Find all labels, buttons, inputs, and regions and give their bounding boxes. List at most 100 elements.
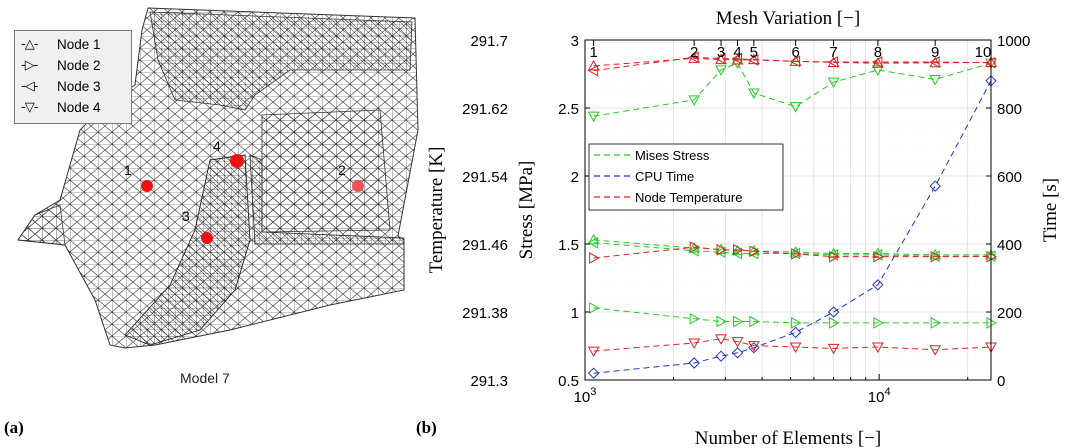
triangle-down-marker — [748, 88, 760, 100]
temperature-tick-label: 291.7 — [470, 33, 508, 50]
triangle-down-marker — [748, 341, 760, 352]
stress-tick-label: 1 — [571, 305, 579, 322]
stress-tick-label: 0.5 — [558, 373, 579, 390]
triangle-right-marker — [791, 317, 802, 329]
node-label-1: 1 — [124, 162, 132, 178]
node-4-point — [230, 154, 244, 168]
model-caption: Model 7 — [180, 370, 230, 386]
time-tick-label: 400 — [997, 237, 1022, 254]
triangle-left-marker — [587, 236, 599, 249]
triangle-right-marker — [749, 315, 760, 328]
triangle-left-marker — [871, 56, 883, 68]
series-temperature-8 — [587, 334, 997, 358]
triangle-right-icon: -▷- — [21, 58, 38, 73]
legend-node-2: -▷- Node 2 — [15, 56, 131, 76]
series-stress-3 — [587, 58, 997, 123]
triangle-right-marker — [873, 250, 884, 263]
diamond-marker — [929, 180, 941, 192]
triangle-left-marker — [731, 52, 743, 65]
triangle-right-marker — [689, 312, 701, 325]
legend-node-3-label: Node 3 — [57, 79, 101, 94]
triangle-left-marker — [929, 56, 940, 68]
triangle-right-marker — [873, 317, 884, 329]
node-3-point — [201, 232, 213, 244]
temperature-tick-label: 291.3 — [470, 373, 508, 390]
legend-node-4: -▽- Node 4 — [15, 98, 131, 118]
triangle-left-marker — [789, 55, 801, 68]
triangle-left-icon: -◁- — [21, 79, 38, 94]
triangle-down-marker — [731, 337, 744, 348]
triangle-right-marker — [716, 244, 728, 256]
plot-frame — [584, 39, 992, 381]
node-label-2: 2 — [338, 162, 346, 178]
legend-node-2-label: Node 2 — [57, 58, 101, 73]
triangle-down-marker — [715, 334, 727, 345]
top-tick-label: 10 — [975, 44, 992, 61]
triangle-up-icon: -△- — [21, 37, 38, 52]
triangle-down-marker — [688, 338, 701, 349]
time-tick-label: 1000 — [997, 33, 1030, 50]
diamond-marker — [688, 357, 700, 369]
triangle-down-marker — [688, 95, 701, 106]
diamond-marker — [731, 347, 744, 359]
triangle-down-marker — [827, 343, 840, 355]
triangle-up-marker — [587, 59, 600, 71]
triangle-right-marker — [589, 302, 600, 314]
triangle-left-marker — [827, 249, 839, 261]
time-tick-label: 600 — [997, 169, 1022, 186]
series-line — [593, 56, 992, 72]
series-line — [593, 338, 992, 352]
legend-label-temp: Node Temperature — [635, 190, 742, 205]
time-tick-label: 200 — [997, 305, 1022, 322]
legend-node-1: -△- Node 1 — [15, 35, 131, 55]
legend-node-1-label: Node 1 — [57, 37, 101, 52]
stress-tick-label: 3 — [571, 33, 579, 50]
node-2-point — [352, 180, 364, 192]
temperature-tick-label: 291.38 — [462, 305, 508, 322]
chart-series — [587, 51, 998, 379]
triangle-right-marker — [589, 252, 600, 264]
triangle-left-marker — [587, 64, 599, 77]
triangle-down-marker — [929, 345, 941, 356]
triangle-up-marker — [715, 53, 727, 65]
time-tick-label: 0 — [997, 373, 1005, 390]
series-stress-0 — [587, 233, 997, 260]
y-axis-label-temperature: Temperature [K] — [426, 147, 447, 274]
legend-node-3: -◁- Node 3 — [15, 77, 131, 97]
stress-tick-label: 1.5 — [558, 237, 579, 254]
temperature-tick-label: 291.54 — [462, 169, 508, 186]
legend-label-cpu: CPU Time — [635, 169, 694, 184]
series-line — [593, 62, 992, 117]
triangle-left-marker — [714, 52, 726, 65]
top-tick-label: 5 — [750, 44, 758, 61]
triangle-left-marker — [688, 244, 699, 257]
legend-label-mises: Mises Stress — [635, 148, 710, 163]
triangle-left-marker — [688, 51, 699, 64]
series-line — [593, 307, 991, 324]
time-tick-label: 800 — [997, 101, 1022, 118]
x-tick-label: 103 — [574, 386, 597, 406]
triangle-down-marker — [827, 77, 840, 89]
triangle-down-marker — [715, 65, 727, 76]
node-legend: -△- Node 1 -▷- Node 2 -◁- Node 3 -▽- Nod… — [14, 30, 132, 124]
triangle-down-marker — [587, 346, 600, 358]
legend-node-4-label: Node 4 — [57, 100, 101, 115]
mesh-surface — [17, 7, 419, 349]
panel-a-label: (a) — [4, 418, 24, 437]
diamond-marker — [789, 326, 802, 339]
chart-legend: Mises Stress CPU Time Node Temperature — [588, 143, 784, 211]
diamond-marker — [715, 350, 727, 362]
x-axis-label: Number of Elements [−] — [695, 428, 881, 448]
triangle-left-marker — [731, 247, 743, 260]
triangle-right-marker — [791, 248, 802, 260]
series-line — [593, 242, 991, 257]
triangle-right-marker — [733, 315, 744, 328]
stress-tick-label: 2.5 — [558, 101, 579, 118]
stress-tick-label: 2 — [571, 169, 579, 186]
y-axis-label-time: Time [s] — [1040, 178, 1061, 242]
triangle-down-icon: -▽- — [21, 100, 38, 115]
diamond-marker — [872, 279, 884, 291]
triangle-right-marker — [689, 241, 701, 253]
mesh-figure — [17, 7, 419, 349]
